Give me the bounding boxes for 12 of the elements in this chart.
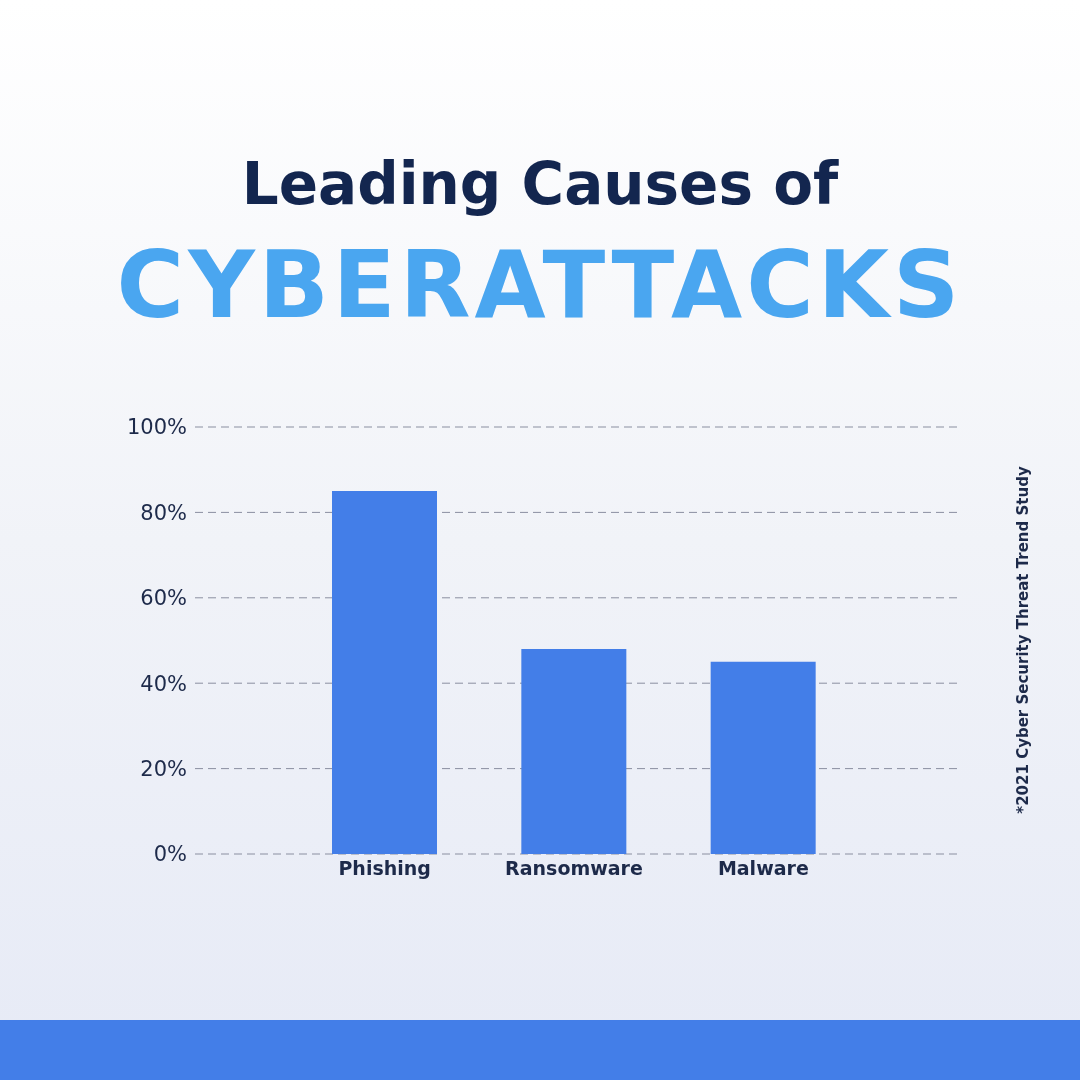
y-tick-label: 40% bbox=[140, 671, 187, 696]
y-tick-label: 60% bbox=[140, 586, 187, 611]
x-tick-label: Ransomware bbox=[505, 857, 643, 880]
y-tick-label: 80% bbox=[140, 500, 187, 525]
y-tick-label: 0% bbox=[153, 842, 187, 867]
chart-title: Leading Causes of bbox=[240, 150, 840, 218]
chart-subtitle: CYBERATTACKS bbox=[115, 232, 965, 339]
text: *2021 Cyber Security Threat Trend Study bbox=[1014, 466, 1032, 814]
y-tick-label: 20% bbox=[140, 757, 187, 782]
x-tick-label: Malware bbox=[717, 857, 809, 880]
y-tick-label: 100% bbox=[126, 415, 187, 440]
x-tick-label: Phishing bbox=[338, 857, 431, 880]
